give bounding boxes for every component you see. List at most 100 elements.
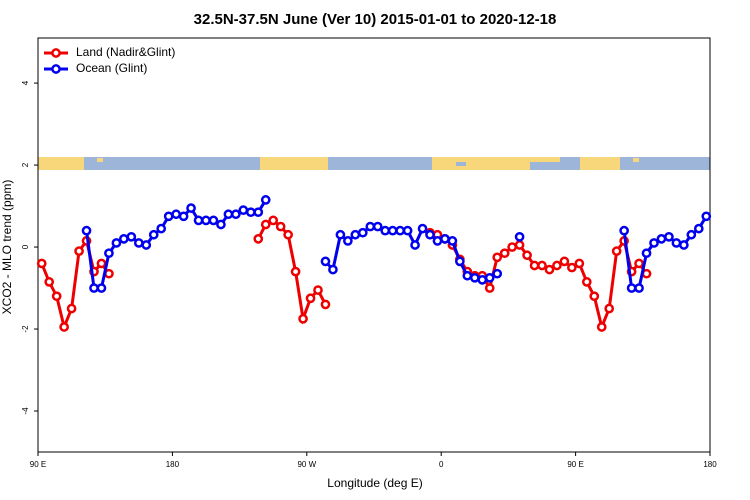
data-point	[417, 223, 428, 234]
data-point	[544, 264, 555, 275]
data-point	[89, 283, 99, 293]
data-point	[126, 231, 137, 242]
land-strip	[97, 158, 103, 162]
land-strip	[580, 157, 620, 170]
data-point	[619, 225, 629, 236]
x-tick-label: 180	[166, 460, 180, 469]
data-point	[178, 211, 189, 222]
data-point	[111, 238, 122, 248]
data-point	[268, 215, 279, 226]
data-point	[260, 195, 271, 205]
legend-marker	[51, 64, 61, 74]
data-point	[649, 238, 659, 248]
data-point	[380, 225, 391, 236]
data-point	[641, 248, 652, 259]
data-point	[425, 229, 435, 240]
data-point	[462, 270, 473, 281]
data-point	[201, 215, 211, 226]
data-point	[156, 223, 167, 234]
data-point	[402, 225, 413, 236]
data-point	[44, 277, 55, 287]
data-point	[148, 229, 159, 240]
data-point	[51, 291, 62, 302]
x-tick-label: 90 E	[567, 460, 583, 469]
data-point	[604, 303, 615, 314]
data-point	[96, 283, 107, 293]
data-point	[492, 268, 503, 279]
data-point	[81, 225, 92, 236]
data-point	[104, 248, 114, 259]
x-tick-label: 0	[439, 460, 444, 469]
x-tick-label: 90 E	[30, 460, 46, 469]
data-point	[537, 260, 547, 271]
data-point	[231, 209, 241, 220]
chart-title: 32.5N-37.5N June (Ver 10) 2015-01-01 to …	[194, 11, 557, 28]
data-point	[253, 234, 264, 244]
data-point	[552, 260, 562, 271]
data-point	[455, 256, 465, 267]
data-point	[469, 272, 480, 283]
land-strip	[260, 157, 328, 170]
data-point	[626, 283, 637, 293]
x-tick-label: 90 W	[297, 460, 316, 469]
data-point	[507, 242, 517, 252]
data-point	[529, 260, 540, 271]
data-point	[589, 291, 600, 302]
data-point	[357, 227, 368, 238]
data-point	[163, 211, 174, 222]
data-point	[350, 229, 361, 240]
x-tick-label: 180	[703, 460, 717, 469]
data-point	[484, 272, 495, 283]
data-point	[559, 256, 570, 267]
data-point	[141, 240, 152, 250]
data-point	[447, 236, 458, 246]
land-strip	[530, 157, 560, 162]
data-point	[581, 277, 592, 287]
y-tick-label: -4	[21, 407, 30, 415]
data-point	[395, 225, 405, 236]
data-point	[208, 215, 219, 226]
land-strip	[38, 157, 84, 170]
data-point	[320, 299, 331, 310]
data-point	[574, 258, 585, 269]
y-tick-label: 2	[21, 162, 30, 167]
data-point	[59, 322, 69, 332]
data-point	[432, 236, 443, 246]
data-point	[514, 240, 525, 250]
data-point	[283, 229, 293, 240]
data-point	[693, 223, 704, 234]
data-point	[656, 234, 667, 244]
data-point	[686, 229, 697, 240]
data-point	[245, 207, 256, 218]
data-point	[671, 238, 682, 248]
land-strip	[633, 158, 639, 162]
x-axis-label: Longitude (deg E)	[327, 476, 422, 490]
data-point	[313, 285, 323, 295]
data-point	[567, 262, 577, 273]
data-point	[223, 209, 234, 220]
data-point	[96, 258, 107, 269]
y-tick-label: -2	[21, 325, 30, 333]
data-point	[611, 246, 622, 256]
data-point	[328, 264, 338, 275]
sea-strip	[456, 162, 466, 166]
data-point	[253, 207, 264, 218]
data-point	[484, 283, 495, 293]
data-point	[365, 221, 376, 232]
data-point	[238, 205, 249, 216]
data-point	[664, 231, 674, 242]
data-point	[66, 303, 77, 314]
data-point	[387, 225, 398, 236]
plot-frame	[37, 37, 711, 453]
data-point	[74, 246, 84, 256]
y-tick-label: 4	[21, 80, 30, 85]
data-point	[193, 215, 204, 226]
data-point	[298, 313, 308, 324]
data-point	[477, 274, 488, 285]
data-point	[514, 231, 525, 242]
data-point	[186, 203, 196, 213]
land-ocean-strip	[38, 157, 710, 170]
data-point	[410, 240, 420, 250]
data-point	[440, 234, 450, 244]
